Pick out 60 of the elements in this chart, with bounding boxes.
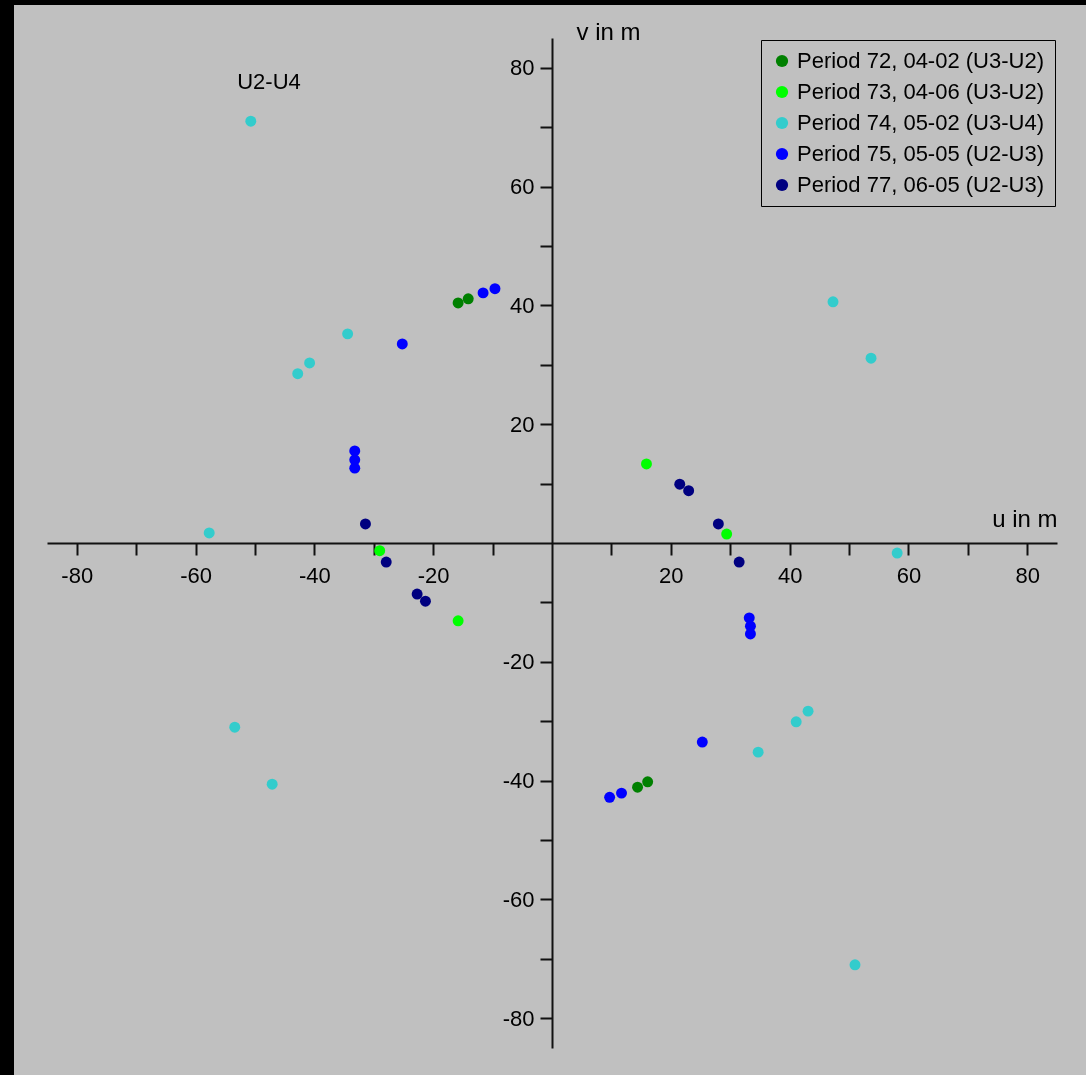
point bbox=[359, 518, 371, 530]
point bbox=[452, 297, 464, 309]
point bbox=[304, 357, 316, 369]
x-tick-label: -40 bbox=[298, 562, 331, 588]
legend-label: Period 77, 06-05 (U2-U3) bbox=[797, 172, 1045, 197]
y-tick-label: 80 bbox=[510, 55, 535, 81]
point bbox=[396, 338, 408, 350]
y-tick-label: -60 bbox=[502, 886, 535, 912]
x-tick-label: 20 bbox=[659, 562, 684, 588]
point bbox=[642, 776, 654, 788]
legend-label: Period 75, 05-05 (U2-U3) bbox=[797, 141, 1045, 166]
point bbox=[827, 296, 839, 308]
point bbox=[203, 527, 215, 539]
y-tick-label: 60 bbox=[510, 174, 535, 200]
point bbox=[891, 547, 903, 559]
y-tick-label: -80 bbox=[502, 1005, 535, 1031]
point bbox=[632, 781, 644, 793]
point bbox=[616, 787, 627, 799]
x-axis-title: u in m bbox=[992, 504, 1058, 532]
point bbox=[452, 615, 464, 627]
point bbox=[849, 959, 861, 971]
point bbox=[640, 458, 652, 470]
point bbox=[245, 115, 257, 127]
point bbox=[462, 293, 474, 305]
point bbox=[292, 368, 304, 380]
point bbox=[802, 705, 814, 717]
x-tick-label: 40 bbox=[777, 562, 803, 588]
legend-label: Period 72, 04-02 (U3-U2) bbox=[797, 48, 1045, 73]
x-tick-label: -20 bbox=[417, 562, 450, 588]
point bbox=[733, 556, 745, 568]
point bbox=[477, 287, 489, 299]
point bbox=[380, 556, 392, 568]
point bbox=[674, 478, 686, 490]
legend-label: Period 74, 05-02 (U3-U4) bbox=[797, 110, 1045, 135]
y-tick-label: -20 bbox=[502, 649, 535, 675]
annotation: U2-U4 bbox=[237, 69, 301, 94]
point bbox=[865, 352, 877, 364]
point bbox=[683, 485, 695, 497]
y-tick-label: 20 bbox=[510, 411, 535, 437]
x-tick-label: -80 bbox=[61, 562, 94, 588]
y-tick-label: 40 bbox=[510, 292, 535, 318]
point bbox=[229, 721, 241, 733]
y-axis-title: v in m bbox=[576, 17, 641, 45]
point bbox=[489, 283, 501, 295]
legend-label: Period 73, 04-06 (U3-U2) bbox=[797, 79, 1045, 104]
point bbox=[411, 588, 423, 600]
y-tick-label: -40 bbox=[502, 768, 535, 794]
x-tick-label: -60 bbox=[180, 562, 212, 588]
point bbox=[604, 791, 616, 803]
point bbox=[696, 736, 708, 748]
point bbox=[790, 716, 802, 728]
point bbox=[419, 595, 431, 607]
x-tick-label: 60 bbox=[896, 562, 922, 588]
point bbox=[266, 778, 278, 790]
point bbox=[752, 746, 764, 758]
point bbox=[712, 518, 724, 530]
point bbox=[721, 528, 733, 540]
point bbox=[374, 545, 386, 557]
x-tick-label: 80 bbox=[1015, 562, 1041, 588]
point bbox=[342, 328, 354, 340]
